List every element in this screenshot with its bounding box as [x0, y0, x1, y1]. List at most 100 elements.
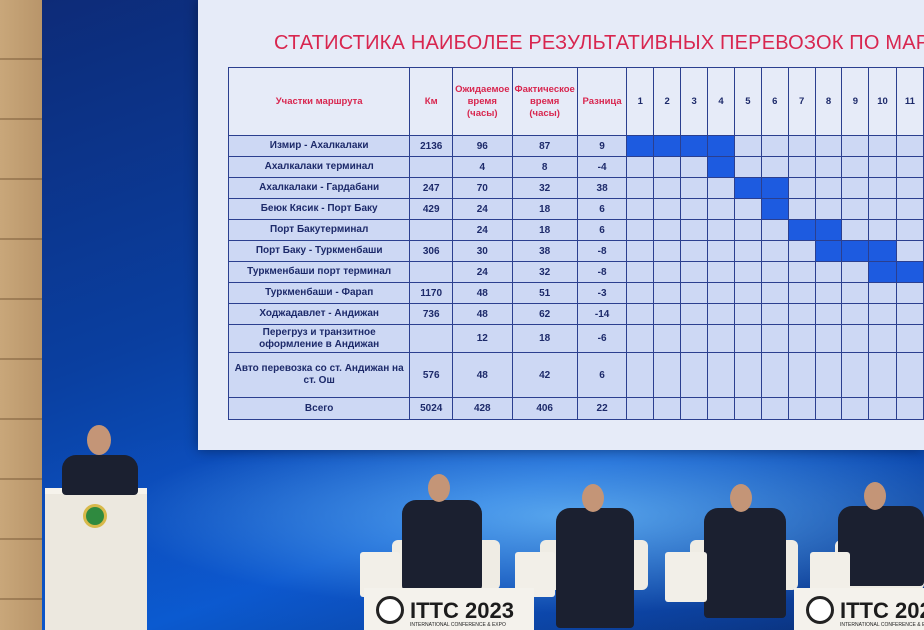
cell-section: Всего: [227, 397, 411, 420]
header-period: 7: [787, 67, 816, 136]
cell-expected: 70: [452, 177, 513, 199]
gantt-bar-cell: [733, 177, 762, 199]
cell-expected: 30: [452, 240, 513, 262]
gantt-cell: [895, 303, 924, 325]
cell-diff: 22: [576, 397, 628, 420]
table-row: Ахалкалаки терминал 4 8 -4: [227, 156, 924, 178]
gantt-cell: [653, 198, 682, 220]
gantt-cell: [814, 282, 843, 304]
gantt-cell: [841, 352, 870, 398]
gantt-bar-cell: [760, 198, 789, 220]
banner-subtitle: INTERNATIONAL CONFERENCE & EXPO: [840, 622, 924, 628]
gantt-cell: [733, 282, 762, 304]
cell-section: Авто перевозка со ст. Андижан на ст. Ош: [227, 352, 411, 398]
cell-km: [409, 219, 454, 241]
gantt-cell: [680, 303, 709, 325]
gantt-cell: [868, 156, 897, 178]
cell-diff: -3: [576, 282, 628, 304]
cell-section: Туркменбаши порт терминал: [227, 261, 411, 283]
table-row: Ходжадавлет - Андижан 736 48 62 -14: [227, 303, 924, 325]
gantt-bar-cell: [760, 177, 789, 199]
cell-diff: 9: [576, 135, 628, 157]
gantt-cell: [814, 352, 843, 398]
gantt-cell: [814, 135, 843, 157]
gantt-cell: [895, 324, 924, 353]
cell-expected: 48: [452, 352, 513, 398]
gantt-cell: [707, 177, 735, 199]
gantt-cell: [653, 261, 682, 283]
gantt-cell: [733, 198, 762, 220]
gantt-cell: [841, 219, 870, 241]
gantt-cell: [787, 282, 816, 304]
gantt-cell: [760, 219, 789, 241]
gantt-cell: [653, 352, 682, 398]
gantt-cell: [626, 198, 655, 220]
gantt-cell: [626, 240, 655, 262]
gantt-cell: [626, 219, 655, 241]
gantt-cell: [760, 324, 789, 353]
cell-actual: 18: [511, 324, 578, 353]
speaker: [62, 455, 138, 495]
cell-section: Измир - Ахалкалаки: [227, 135, 411, 157]
cell-expected: 24: [452, 261, 513, 283]
gantt-cell: [868, 282, 897, 304]
gantt-bar-cell: [814, 240, 843, 262]
gantt-cell: [653, 397, 682, 420]
ittc-logo: [806, 596, 834, 624]
gantt-cell: [653, 156, 682, 178]
gantt-bar-cell: [868, 240, 897, 262]
gantt-cell: [841, 261, 870, 283]
gantt-cell: [760, 352, 789, 398]
gantt-cell: [895, 219, 924, 241]
gantt-cell: [680, 261, 709, 283]
cell-actual: 32: [511, 177, 578, 199]
gantt-bar-cell: [895, 261, 924, 283]
gantt-cell: [841, 282, 870, 304]
total-row: Всего 5024 428 406 22: [227, 397, 924, 420]
gantt-cell: [680, 156, 709, 178]
gantt-cell: [680, 352, 709, 398]
header-actual: Фактическое время (часы): [511, 67, 578, 136]
gantt-cell: [895, 156, 924, 178]
gantt-cell: [680, 240, 709, 262]
gantt-cell: [814, 324, 843, 353]
gantt-cell: [707, 352, 735, 398]
gantt-cell: [653, 303, 682, 325]
gantt-cell: [868, 352, 897, 398]
gantt-cell: [787, 198, 816, 220]
gantt-cell: [868, 324, 897, 353]
cell-actual: 38: [511, 240, 578, 262]
gantt-cell: [787, 135, 816, 157]
gantt-cell: [760, 240, 789, 262]
cell-km: 736: [409, 303, 454, 325]
gantt-bar-cell: [680, 135, 709, 157]
gantt-cell: [733, 303, 762, 325]
gantt-cell: [787, 261, 816, 283]
gantt-cell: [787, 397, 816, 420]
gantt-cell: [707, 261, 735, 283]
gantt-cell: [760, 135, 789, 157]
gantt-cell: [895, 397, 924, 420]
header-km: Км: [409, 67, 454, 136]
cell-expected: 96: [452, 135, 513, 157]
cell-section: Туркменбаши - Фарап: [227, 282, 411, 304]
gantt-cell: [707, 198, 735, 220]
cell-section: Порт Бакутерминал: [227, 219, 411, 241]
gantt-bar-cell: [814, 219, 843, 241]
table-row: Туркменбаши - Фарап 1170 48 51 -3: [227, 282, 924, 304]
gantt-cell: [680, 282, 709, 304]
gantt-cell: [760, 282, 789, 304]
speaker-head: [87, 425, 111, 455]
cell-expected: 12: [452, 324, 513, 353]
panelist: [402, 500, 482, 590]
gantt-cell: [626, 397, 655, 420]
gantt-cell: [707, 324, 735, 353]
cell-km: 2136: [409, 135, 454, 157]
gantt-cell: [626, 282, 655, 304]
header-period: 9: [841, 67, 870, 136]
gantt-cell: [626, 352, 655, 398]
gantt-cell: [895, 282, 924, 304]
gantt-cell: [653, 219, 682, 241]
gantt-cell: [841, 324, 870, 353]
header-diff: Разница: [576, 67, 628, 136]
